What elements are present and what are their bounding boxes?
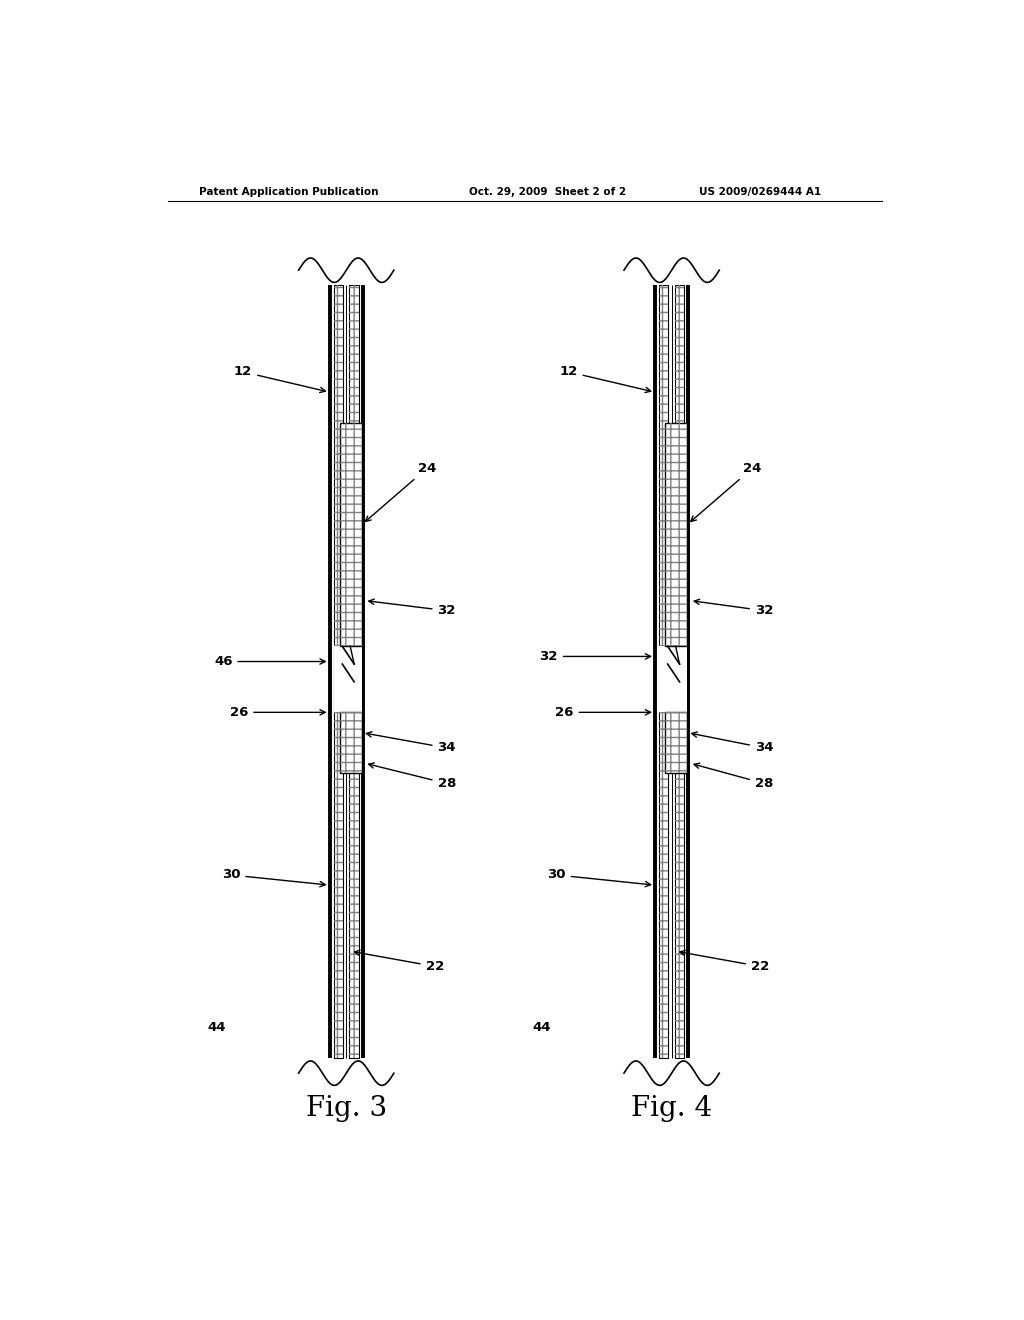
Text: 22: 22	[354, 950, 443, 973]
Text: Patent Application Publication: Patent Application Publication	[200, 187, 379, 197]
Bar	[340, 422, 362, 647]
Bar	[666, 422, 687, 647]
Text: 24: 24	[691, 462, 762, 521]
Bar	[340, 713, 362, 774]
Text: 30: 30	[222, 869, 326, 887]
Bar	[340, 422, 362, 647]
Text: 26: 26	[555, 706, 650, 719]
Text: 34: 34	[692, 733, 773, 755]
Text: 26: 26	[230, 706, 326, 719]
Bar	[334, 285, 343, 1057]
Bar	[675, 285, 684, 1057]
Text: Fig. 4: Fig. 4	[631, 1096, 712, 1122]
Bar	[666, 647, 687, 713]
Bar	[675, 647, 684, 713]
Bar	[349, 647, 359, 713]
Bar	[658, 647, 669, 713]
Text: 30: 30	[547, 869, 650, 887]
Text: US 2009/0269444 A1: US 2009/0269444 A1	[699, 187, 821, 197]
Text: 46: 46	[214, 655, 326, 668]
Text: Fig. 3: Fig. 3	[306, 1096, 387, 1122]
Text: 44: 44	[207, 1020, 226, 1034]
Text: 32: 32	[694, 599, 773, 618]
Bar	[340, 647, 362, 713]
Text: 44: 44	[532, 1020, 551, 1034]
Bar	[666, 713, 687, 774]
Bar	[675, 285, 684, 1057]
Text: 28: 28	[369, 763, 456, 789]
Bar	[340, 713, 362, 774]
Text: 24: 24	[366, 462, 436, 521]
Bar	[666, 713, 687, 774]
Text: 12: 12	[559, 366, 650, 392]
Text: Oct. 29, 2009  Sheet 2 of 2: Oct. 29, 2009 Sheet 2 of 2	[469, 187, 627, 197]
Text: 32: 32	[369, 599, 456, 618]
Bar	[334, 285, 343, 1057]
Text: 22: 22	[680, 950, 769, 973]
Text: 12: 12	[233, 366, 326, 392]
Bar	[666, 422, 687, 647]
Bar	[658, 285, 669, 1057]
Bar	[334, 647, 343, 713]
Text: 32: 32	[540, 649, 650, 663]
Text: 28: 28	[694, 763, 773, 789]
Bar	[658, 285, 669, 1057]
Bar	[349, 285, 359, 1057]
Text: 34: 34	[367, 731, 456, 755]
Bar	[349, 285, 359, 1057]
